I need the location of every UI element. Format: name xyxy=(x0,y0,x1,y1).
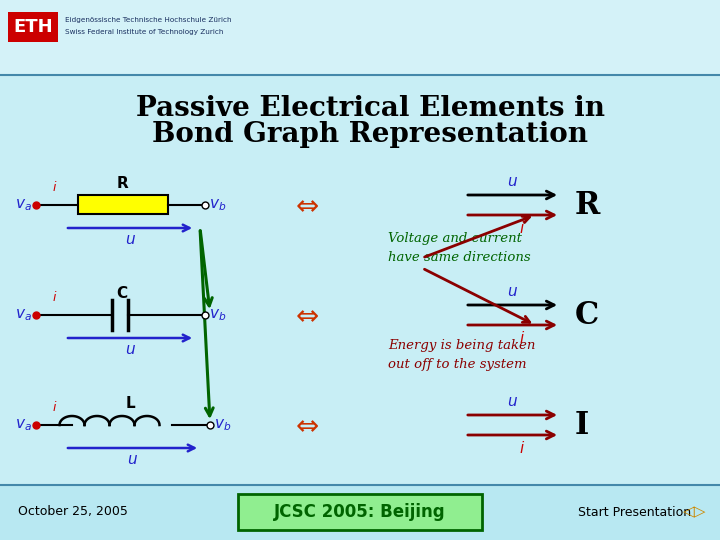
Bar xyxy=(0,485,720,540)
Text: $i$: $i$ xyxy=(53,290,58,304)
Text: Swiss Federal Institute of Technology Zurich: Swiss Federal Institute of Technology Zu… xyxy=(65,29,223,35)
Text: October 25, 2005: October 25, 2005 xyxy=(18,505,128,518)
Text: L: L xyxy=(125,396,135,411)
Text: $v_a$: $v_a$ xyxy=(15,307,32,323)
Text: $u$: $u$ xyxy=(127,453,138,468)
Text: Energy is being taken
out off to the system: Energy is being taken out off to the sys… xyxy=(388,339,536,371)
Text: JCSC 2005: Beijing: JCSC 2005: Beijing xyxy=(274,503,446,521)
Text: $i$: $i$ xyxy=(53,180,58,194)
Text: R: R xyxy=(575,190,600,220)
Text: $\Leftrightarrow$: $\Leftrightarrow$ xyxy=(290,301,320,329)
Text: Passive Electrical Elements in: Passive Electrical Elements in xyxy=(135,94,605,122)
Text: $i$: $i$ xyxy=(519,330,526,346)
Text: $u$: $u$ xyxy=(507,285,518,300)
Text: $\Leftrightarrow$: $\Leftrightarrow$ xyxy=(290,191,320,219)
Text: $i$: $i$ xyxy=(519,440,526,456)
Text: $u$: $u$ xyxy=(507,174,518,190)
Text: ◁▷: ◁▷ xyxy=(683,504,707,519)
Bar xyxy=(238,494,482,530)
Text: R: R xyxy=(116,177,128,192)
Text: $u$: $u$ xyxy=(125,342,135,357)
Text: $i$: $i$ xyxy=(519,220,526,236)
Text: C: C xyxy=(575,300,599,330)
Text: $v_b$: $v_b$ xyxy=(209,307,226,323)
Text: C: C xyxy=(117,287,127,301)
Text: $u$: $u$ xyxy=(125,233,135,247)
Text: $v_a$: $v_a$ xyxy=(15,197,32,213)
Bar xyxy=(0,75,720,485)
Text: $v_b$: $v_b$ xyxy=(214,417,231,433)
Bar xyxy=(78,195,168,214)
Text: Voltage and current
have same directions: Voltage and current have same directions xyxy=(388,232,531,264)
Text: $v_a$: $v_a$ xyxy=(15,417,32,433)
Text: $v_b$: $v_b$ xyxy=(209,197,226,213)
Bar xyxy=(0,0,720,75)
Text: Start Presentation: Start Presentation xyxy=(578,505,691,518)
Text: I: I xyxy=(575,409,589,441)
Text: ETH: ETH xyxy=(13,18,53,36)
Text: $u$: $u$ xyxy=(507,395,518,409)
Text: Eidgenössische Technische Hochschule Zürich: Eidgenössische Technische Hochschule Zür… xyxy=(65,17,232,23)
Text: $i$: $i$ xyxy=(53,400,58,414)
Bar xyxy=(8,12,58,42)
Text: Bond Graph Representation: Bond Graph Representation xyxy=(152,120,588,147)
Text: $\Leftrightarrow$: $\Leftrightarrow$ xyxy=(290,411,320,439)
